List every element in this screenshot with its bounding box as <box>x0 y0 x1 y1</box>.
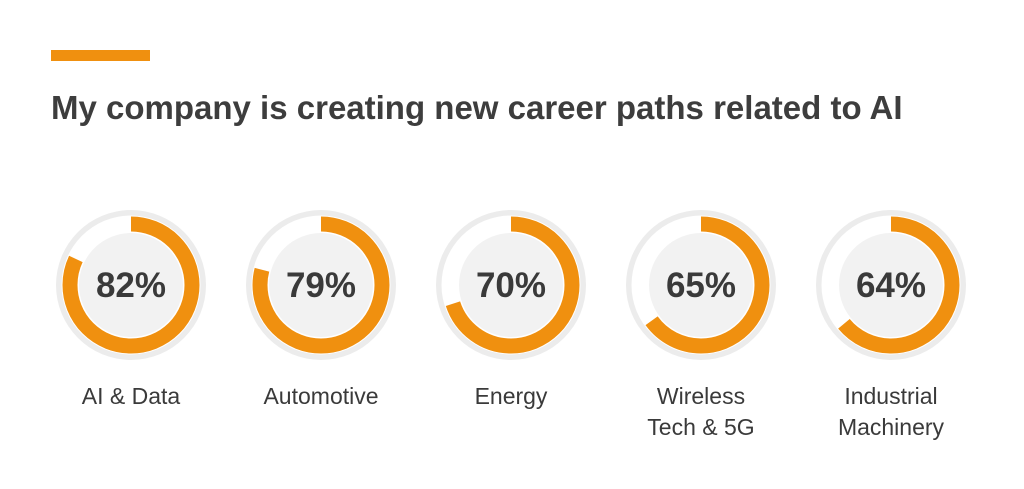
value-label: 70% <box>476 266 546 305</box>
category-label-ai-and-data: AI & Data <box>46 381 216 412</box>
value-label: 65% <box>666 266 736 305</box>
category-label-line: Tech & 5G <box>647 414 755 440</box>
donut-arc <box>632 216 770 354</box>
donut-center <box>79 233 183 337</box>
value-label: 79% <box>286 266 356 305</box>
donut-center <box>459 233 563 337</box>
category-label-line: AI & Data <box>81 383 181 409</box>
donut-center <box>649 233 753 337</box>
category-label-line: Energy <box>474 383 548 409</box>
donut-center <box>839 233 943 337</box>
value-label: 64% <box>856 266 926 305</box>
category-label-automotive: Automotive <box>236 381 406 412</box>
donut-center <box>269 233 373 337</box>
donut-industrial-machinery: 64% <box>816 210 966 360</box>
category-label-line: Automotive <box>263 383 379 409</box>
category-label-wireless-tech-and-5g: Wireless Tech & 5G <box>616 381 786 443</box>
donut-arc <box>252 216 390 354</box>
donut-ai-and-data: 82% <box>56 210 206 360</box>
donut-arc <box>822 216 960 354</box>
category-label-line: Machinery <box>837 414 945 440</box>
category-label-industrial-machinery: Industrial Machinery <box>806 381 976 443</box>
donut-wireless-tech-and-5g: 65% <box>626 210 776 360</box>
donut-energy: 70% <box>436 210 586 360</box>
value-label: 82% <box>96 266 166 305</box>
category-label-line: Industrial <box>844 383 938 409</box>
donut-automotive: 79% <box>246 210 396 360</box>
title-accent-bar <box>51 50 150 61</box>
category-label-line: Wireless <box>656 383 746 409</box>
donut-arc <box>62 216 200 354</box>
donut-arc <box>442 216 580 354</box>
category-label-energy: Energy <box>426 381 596 412</box>
chart-title: My company is creating new career paths … <box>51 89 903 126</box>
